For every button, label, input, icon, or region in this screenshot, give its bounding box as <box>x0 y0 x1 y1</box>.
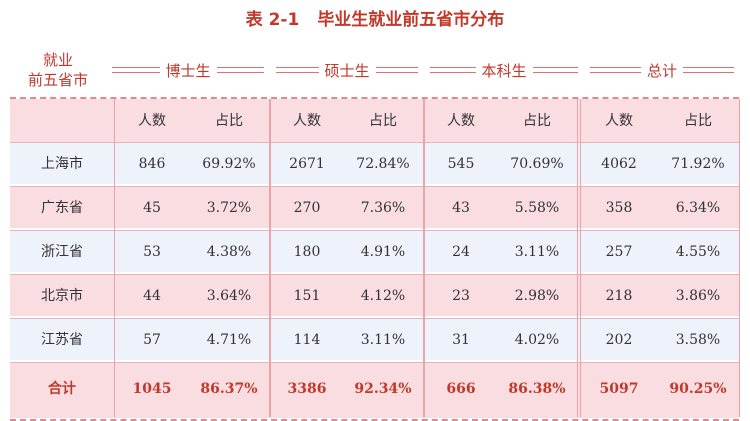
table-cell: 202 <box>605 332 633 348</box>
row-bg <box>10 318 739 360</box>
group-label: 硕士生 <box>324 61 370 80</box>
table-cell: 270 <box>293 200 321 216</box>
divider-line <box>276 67 319 73</box>
table-cell: 71.92% <box>671 156 725 172</box>
corner-line-2: 前五省市 <box>27 71 88 89</box>
corner-line-1: 就业 <box>42 51 73 69</box>
table-cell: 5.58% <box>514 200 560 216</box>
table-cell: 53 <box>143 244 161 260</box>
table-cell: 43 <box>452 200 470 216</box>
total-cell: 86.37% <box>200 381 258 397</box>
table-title: 表 2-1 毕业生就业前五省市分布 <box>0 6 750 34</box>
table-cell: 4.91% <box>360 244 406 260</box>
total-cell: 3386 <box>287 381 327 397</box>
total-row-bg <box>10 362 739 418</box>
total-cell: 5097 <box>599 381 639 397</box>
table-cell: 4.38% <box>206 244 252 260</box>
total-cell: 90.25% <box>669 381 727 397</box>
subheader-ratio: 占比 <box>523 113 551 129</box>
subheader-count: 人数 <box>605 113 633 129</box>
total-cell: 1045 <box>132 381 172 397</box>
divider-line <box>216 67 265 73</box>
table-cell: 151 <box>293 288 321 304</box>
table-cell: 4062 <box>601 156 637 172</box>
table-cell: 3.64% <box>206 288 252 304</box>
table-cell: 7.36% <box>360 200 406 216</box>
column-block-master <box>270 99 424 417</box>
subheader-count: 人数 <box>138 113 166 129</box>
row-label: 浙江省 <box>41 244 83 260</box>
header-row-bg <box>10 99 739 142</box>
table-cell: 44 <box>143 288 161 304</box>
table-number: 表 2-1 <box>245 10 300 30</box>
divider-line <box>375 67 419 73</box>
table-cell: 4.55% <box>675 244 721 260</box>
total-row-label: 合计 <box>48 381 76 397</box>
table-cell: 57 <box>143 332 161 348</box>
row-label: 上海市 <box>41 156 83 172</box>
divider-line <box>112 67 160 73</box>
divider-line <box>683 67 735 73</box>
table-cell: 3.86% <box>675 288 721 304</box>
total-cell: 666 <box>446 381 476 397</box>
table-cell: 4.71% <box>206 332 252 348</box>
subheader-count: 人数 <box>447 113 475 129</box>
table-cell: 24 <box>452 244 470 260</box>
column-block-bachelor <box>424 99 578 417</box>
table-cell: 358 <box>605 200 633 216</box>
row-bg <box>10 230 739 272</box>
row-bg <box>10 274 739 316</box>
group-label: 总计 <box>647 61 678 80</box>
table-cell: 846 <box>138 156 166 172</box>
column-block-phd <box>114 99 270 417</box>
subheader-ratio: 占比 <box>215 113 243 129</box>
table-cell: 3.11% <box>360 332 406 348</box>
table-caption: 毕业生就业前五省市分布 <box>317 10 505 30</box>
divider-line <box>532 67 579 73</box>
divider-line <box>590 67 641 73</box>
group-header-total: 总计 <box>584 60 740 80</box>
group-label: 本科生 <box>481 61 527 80</box>
row-bg <box>10 142 739 184</box>
column-block-total <box>580 99 740 417</box>
table-cell: 114 <box>293 332 321 348</box>
group-label: 博士生 <box>165 61 211 80</box>
table-cell: 70.69% <box>510 156 564 172</box>
table-cell: 45 <box>143 200 161 216</box>
group-header-bachelor: 本科生 <box>424 60 584 80</box>
table-cell: 23 <box>452 288 470 304</box>
table-cell: 2671 <box>289 156 325 172</box>
table-cell: 31 <box>452 332 470 348</box>
corner-header: 就业 前五省市 <box>12 50 104 90</box>
row-label: 广东省 <box>41 200 83 216</box>
total-cell: 92.34% <box>354 381 412 397</box>
table-cell: 180 <box>293 244 321 260</box>
table-cell: 3.72% <box>206 200 252 216</box>
table-cell: 69.92% <box>202 156 256 172</box>
total-cell: 86.38% <box>508 381 566 397</box>
group-header-master: 硕士生 <box>270 60 424 80</box>
group-header-phd: 博士生 <box>106 60 270 80</box>
data-table: 人数 占比 人数 占比 人数 占比 人数 占比 上海市 846 69.92% 2… <box>10 97 740 421</box>
subheader-ratio: 占比 <box>684 113 712 129</box>
table-cell: 72.84% <box>356 156 410 172</box>
table-cell: 6.34% <box>675 200 721 216</box>
subheader-ratio: 占比 <box>369 113 397 129</box>
table-cell: 3.11% <box>514 244 560 260</box>
table-cell: 257 <box>605 244 633 260</box>
table-cell: 218 <box>605 288 633 304</box>
table-cell: 545 <box>447 156 475 172</box>
table-cell: 4.12% <box>360 288 406 304</box>
table-cell: 4.02% <box>514 332 560 348</box>
row-label: 江苏省 <box>41 332 83 348</box>
divider-line <box>430 67 476 73</box>
row-label: 北京市 <box>41 288 83 304</box>
row-bg <box>10 186 739 228</box>
table-cell: 3.58% <box>675 332 721 348</box>
subheader-count: 人数 <box>293 113 321 129</box>
table-cell: 2.98% <box>514 288 560 304</box>
